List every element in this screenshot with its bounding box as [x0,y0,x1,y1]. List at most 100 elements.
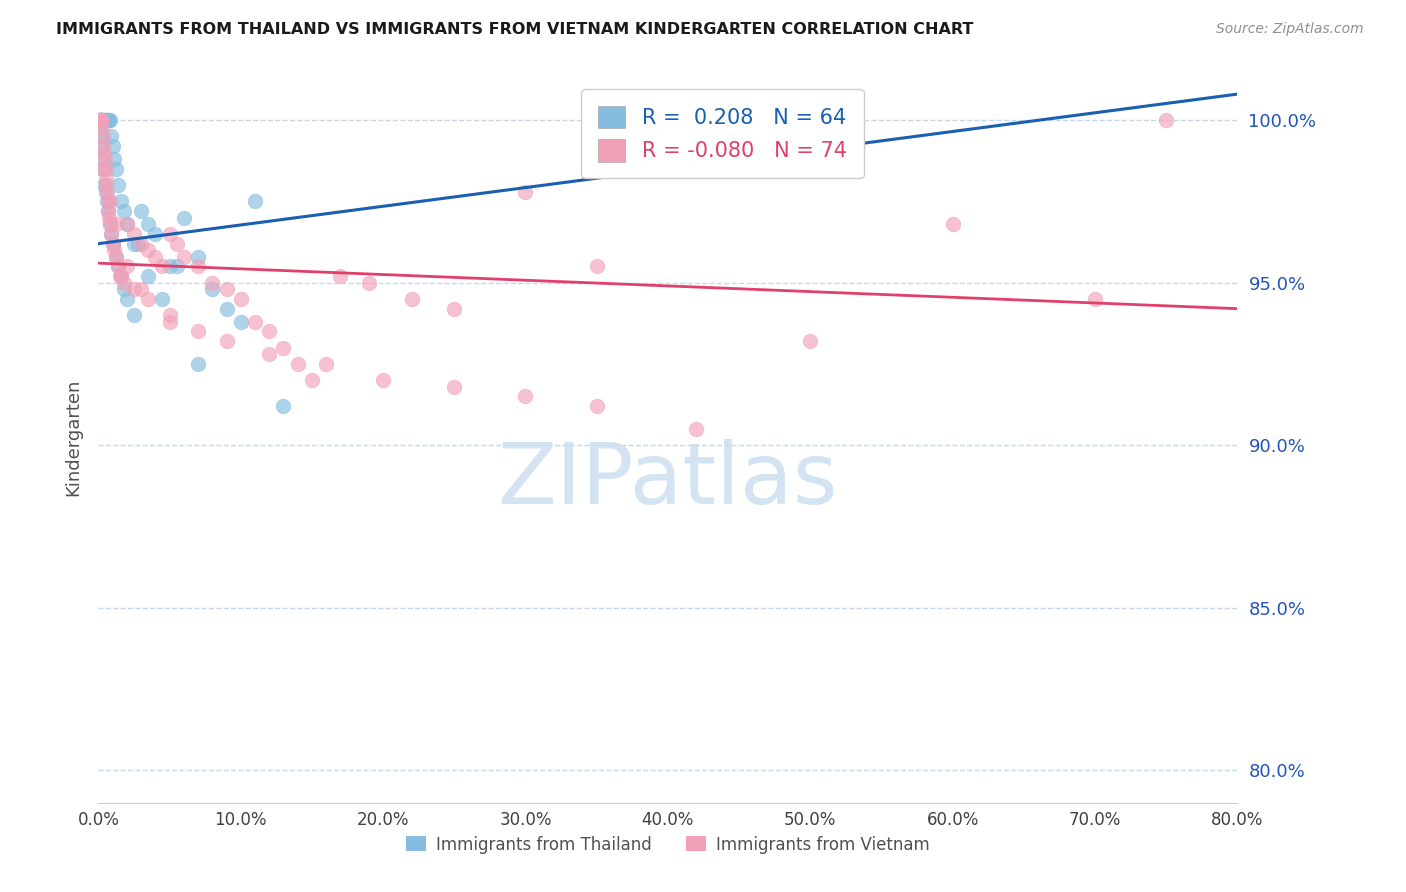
Point [115,260,138,274]
Point [107,260,129,274]
Point [101,236,124,251]
Point [115,217,138,231]
Point [89,113,111,128]
Point [97,204,120,219]
Point [89,113,111,128]
Point [122,227,145,241]
Point [187,260,209,274]
Point [287,357,309,371]
Point [329,269,352,284]
Legend: Immigrants from Thailand, Immigrants from Vietnam: Immigrants from Thailand, Immigrants fro… [399,829,936,860]
Point [585,399,607,413]
Point [100,227,122,241]
Point [187,250,209,264]
Point [129,236,152,251]
Point [371,373,394,387]
Point [259,325,281,339]
Point [100,227,122,241]
Point [173,211,195,225]
Point [90,113,112,128]
Point [97,113,120,128]
Point [173,250,195,264]
Point [112,276,135,290]
Point [273,341,295,355]
Point [96,113,118,128]
Point [129,204,152,219]
Point [1154,113,1177,128]
Point [201,276,224,290]
Point [96,185,118,199]
Point [89,113,111,128]
Point [259,347,281,361]
Point [89,113,111,128]
Point [91,152,114,166]
Point [159,260,181,274]
Point [301,373,323,387]
Point [97,204,120,219]
Point [98,217,121,231]
Point [94,161,117,176]
Point [91,120,114,134]
Point [159,227,181,241]
Point [159,308,181,322]
Point [152,292,174,306]
Point [93,178,115,193]
Point [443,301,465,316]
Point [187,325,209,339]
Point [90,113,112,128]
Point [136,243,159,257]
Point [107,178,129,193]
Point [90,139,112,153]
Point [97,113,120,128]
Point [90,129,112,144]
Point [101,139,124,153]
Point [93,139,115,153]
Point [91,113,114,128]
Point [96,113,118,128]
Point [585,260,607,274]
Point [89,120,111,134]
Y-axis label: Kindergarten: Kindergarten [63,378,82,496]
Point [104,161,127,176]
Text: ZIPatlas: ZIPatlas [498,440,838,523]
Point [122,282,145,296]
Point [243,315,266,329]
Point [101,236,124,251]
Point [515,389,537,403]
Point [201,282,224,296]
Point [112,282,135,296]
Point [229,292,252,306]
Point [94,113,117,128]
Point [110,194,132,209]
Point [129,282,152,296]
Point [94,152,117,166]
Point [93,113,115,128]
Point [401,292,423,306]
Point [115,292,138,306]
Point [98,113,121,128]
Text: Source: ZipAtlas.com: Source: ZipAtlas.com [1216,22,1364,37]
Point [104,250,127,264]
Point [103,243,125,257]
Point [89,113,111,128]
Point [91,129,114,144]
Point [93,145,115,160]
Point [166,260,188,274]
Point [685,422,707,436]
Point [90,113,112,128]
Point [273,399,295,413]
Point [104,250,127,264]
Point [229,315,252,329]
Point [159,315,181,329]
Point [136,269,159,284]
Point [98,113,121,128]
Point [96,194,118,209]
Point [145,250,167,264]
Point [215,301,238,316]
Point [100,129,122,144]
Point [112,204,135,219]
Point [108,269,131,284]
Point [98,211,121,225]
Point [115,217,138,231]
Point [110,269,132,284]
